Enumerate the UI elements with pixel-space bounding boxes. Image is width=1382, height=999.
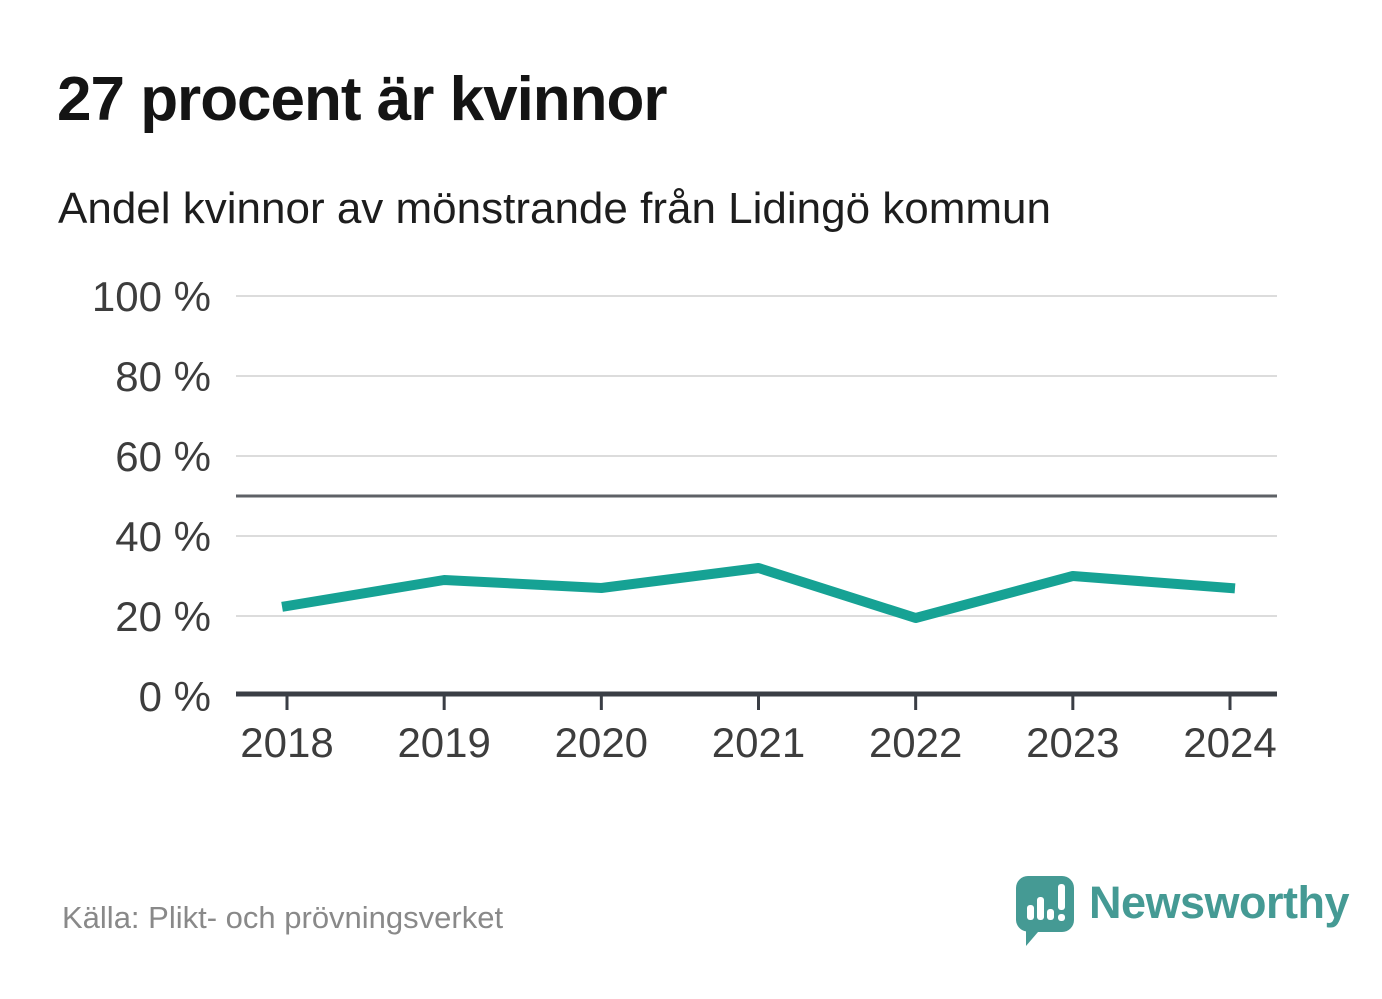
x-tick-label: 2019: [397, 719, 490, 766]
trend-line: [281, 563, 1236, 623]
y-tick-label: 20 %: [115, 593, 211, 640]
y-tick-label: 100 %: [92, 273, 211, 320]
page-title: 27 procent är kvinnor: [57, 65, 668, 134]
newsworthy-logo: Newsworthy: [1016, 876, 1350, 948]
y-tick-label: 80 %: [115, 353, 211, 400]
newsworthy-wordmark: Newsworthy: [1089, 877, 1350, 928]
x-tick-label: 2023: [1026, 719, 1119, 766]
x-tick-label: 2018: [240, 719, 333, 766]
y-tick-label: 0 %: [139, 673, 211, 720]
speech-bubble-bar-chart-icon: [1016, 876, 1074, 946]
y-tick-label: 40 %: [115, 513, 211, 560]
x-tick-label: 2020: [555, 719, 648, 766]
x-tick-label: 2024: [1183, 719, 1276, 766]
chart-subtitle: Andel kvinnor av mönstrande från Lidingö…: [58, 184, 1051, 233]
x-tick-label: 2021: [712, 719, 805, 766]
x-tick-label: 2022: [869, 719, 962, 766]
source-note: Källa: Plikt- och prövningsverket: [62, 900, 504, 935]
y-tick-label: 60 %: [115, 433, 211, 480]
